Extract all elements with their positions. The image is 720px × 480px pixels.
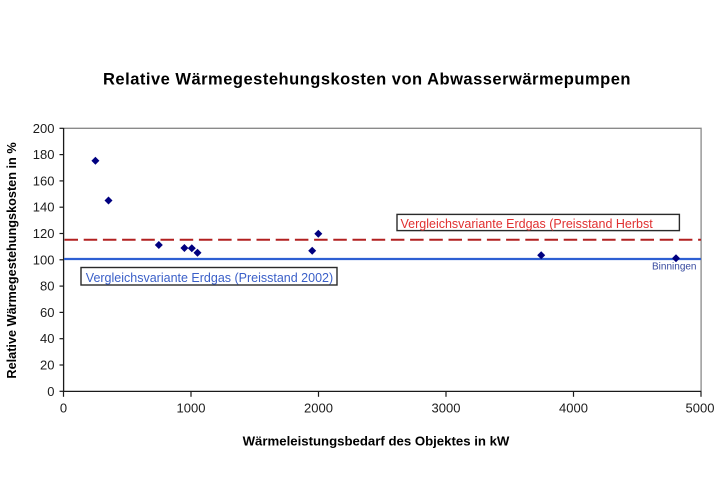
svg-text:40: 40 xyxy=(40,331,54,346)
svg-text:140: 140 xyxy=(33,200,55,215)
svg-text:20: 20 xyxy=(40,358,54,373)
svg-text:80: 80 xyxy=(40,279,54,294)
svg-text:200: 200 xyxy=(33,121,55,136)
svg-text:1000: 1000 xyxy=(177,401,206,416)
svg-text:Vergleichsvariante Erdgas (Pre: Vergleichsvariante Erdgas (Preisstand 20… xyxy=(86,271,333,285)
svg-text:0: 0 xyxy=(60,401,67,416)
svg-text:60: 60 xyxy=(40,305,54,320)
svg-text:180: 180 xyxy=(33,147,55,162)
svg-text:120: 120 xyxy=(33,226,55,241)
svg-text:160: 160 xyxy=(33,173,55,188)
svg-text:Relative Wärmegestehungskosten: Relative Wärmegestehungskosten von Abwas… xyxy=(103,70,631,88)
svg-text:3000: 3000 xyxy=(432,401,461,416)
svg-text:4000: 4000 xyxy=(559,401,588,416)
svg-text:0: 0 xyxy=(47,384,54,399)
svg-text:2000: 2000 xyxy=(304,401,333,416)
svg-text:100: 100 xyxy=(33,252,55,267)
svg-text:Vergleichsvariante Erdgas (Pre: Vergleichsvariante Erdgas (Preisstand He… xyxy=(401,217,654,231)
svg-text:Wärmeleistungsbedarf des Objek: Wärmeleistungsbedarf des Objektes in kW xyxy=(243,433,510,448)
svg-text:Relative Wärmegestehungskosten: Relative Wärmegestehungskosten in % xyxy=(5,142,19,378)
svg-text:5000: 5000 xyxy=(686,401,715,416)
svg-text:Binningen: Binningen xyxy=(652,261,696,272)
